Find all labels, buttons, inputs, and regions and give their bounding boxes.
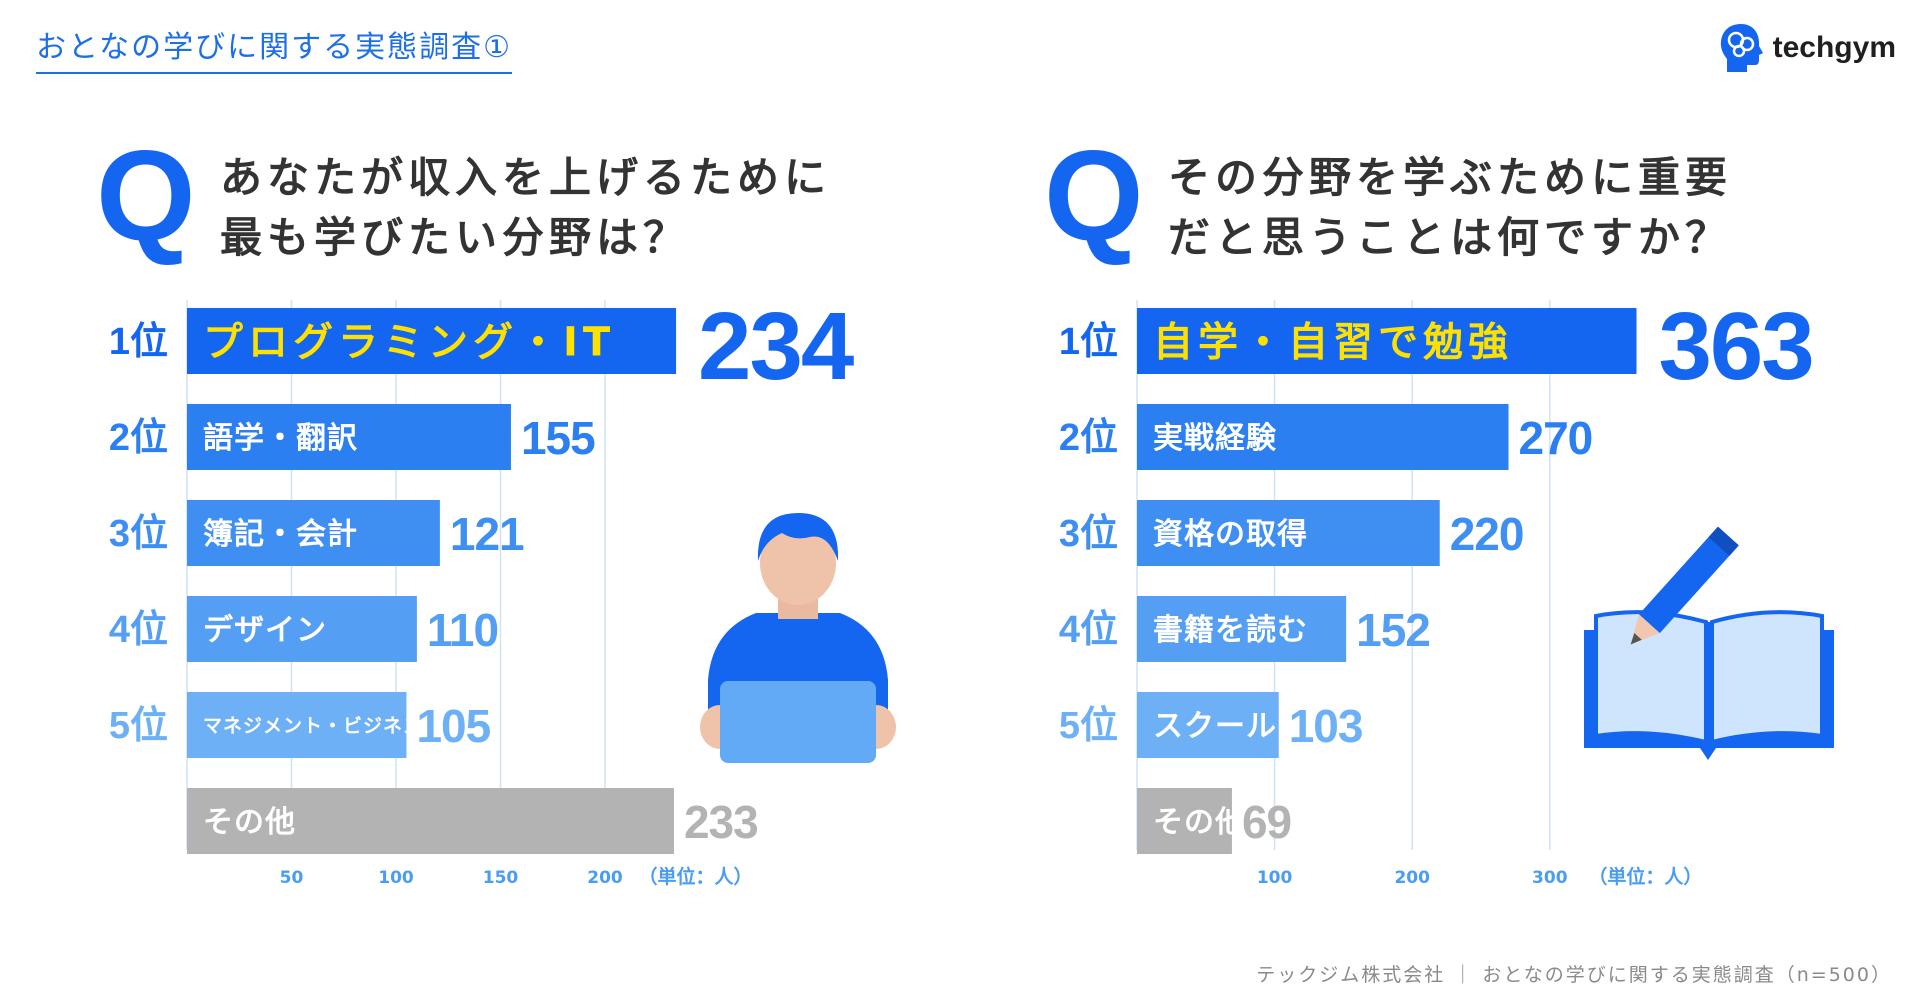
rank-label: 2位 [1059,417,1118,459]
value-label: 234 [698,293,854,400]
category-label: デザイン [203,613,327,648]
x-tick-label: 200 [587,868,623,888]
question-line-1: あなたが収入を上げるために [220,153,832,202]
rank-label: 2位 [109,417,168,459]
question-text: あなたが収入を上げるために 最も学びたい分野は？ [220,142,831,268]
bar [187,500,440,566]
x-tick-label: 50 [280,868,304,888]
category-label: その他 [203,805,296,840]
x-tick-label: 100 [378,868,414,888]
unit-label: （単位：人） [1588,865,1702,888]
value-label: 155 [521,412,595,464]
q-mark: Q [96,125,196,268]
person-laptop-illustration [700,513,896,763]
bar [187,692,407,758]
question-line-2: だと思うことは何ですか？ [1168,213,1733,262]
ranking-chart-important-factor: 100 200 300 （単位：人） 1位 自学・自習で勉強 363 2位 実戦経験 270 3位資… [1059,293,1815,888]
category-label: 資格の取得 [1153,517,1308,552]
question-line-2: 最も学びたい分野は？ [220,213,691,262]
bar [1137,596,1347,662]
category-label: 自学・自習で勉強 [1153,319,1513,365]
bar [187,788,674,854]
rank-label: 1位 [109,321,168,363]
category-label: 書籍を読む [1153,613,1308,648]
value-label: 233 [684,796,758,848]
category-label: 実戦経験 [1153,421,1277,456]
brain-head-icon [1720,24,1763,72]
rank-label: 3位 [1059,513,1118,555]
rank-label: 4位 [109,609,168,651]
value-label: 105 [416,700,490,752]
value-label: 110 [427,604,498,656]
rank-label: 1位 [1059,321,1118,363]
x-tick-label: 150 [483,868,519,888]
bar [187,404,511,470]
value-label: 103 [1289,700,1363,752]
page-title: おとなの学びに関する実態調査① [36,22,512,74]
q-mark: Q [1044,125,1144,268]
value-label: 121 [450,508,524,560]
ranking-chart-learning-field: 50 100 150 200 （単位：人） 1位 プログラミング・IT 234 2位 語学・翻訳 1… [109,293,856,888]
question-1: Q あなたが収入を上げるために 最も学びたい分野は？ [96,125,831,268]
bar [1137,308,1637,374]
value-label: 69 [1242,796,1291,848]
category-label: その他 [1153,805,1246,840]
book-pencil-illustration [1584,526,1834,760]
category-label: 語学・翻訳 [203,421,358,456]
rank-label: 3位 [109,513,168,555]
category-label: 簿記・会計 [203,517,358,552]
rank-label: 5位 [109,705,168,747]
bar [187,308,677,374]
x-tick-label: 300 [1532,868,1568,888]
question-text: その分野を学ぶために重要 だと思うことは何ですか？ [1168,142,1732,268]
category-label: マネジメント・ビジネス [203,715,423,737]
value-label: 220 [1450,508,1524,560]
bar [1137,788,1232,854]
question-2: Q その分野を学ぶために重要 だと思うことは何ですか？ [1044,125,1732,268]
x-tick-label: 100 [1257,868,1293,888]
value-label: 152 [1356,604,1430,656]
value-label: 363 [1658,293,1812,400]
category-label: プログラミング・IT [203,319,615,365]
bar [187,596,417,662]
bar [1137,692,1279,758]
techgym-logo[interactable]: techgym [1717,22,1896,74]
question-line-1: その分野を学ぶために重要 [1168,153,1733,202]
value-label: 270 [1519,412,1593,464]
x-tick-label: 200 [1394,868,1430,888]
bar [1137,404,1509,470]
unit-label: （単位：人） [638,865,752,888]
category-label: スクールに通う [1153,709,1370,744]
logo-text: techgym [1772,31,1896,64]
rank-label: 5位 [1059,705,1118,747]
footer-source: テックジム株式会社 ｜ おとなの学びに関する実態調査（n=500） [1256,964,1892,986]
bar [1137,500,1440,566]
rank-label: 4位 [1059,609,1118,651]
